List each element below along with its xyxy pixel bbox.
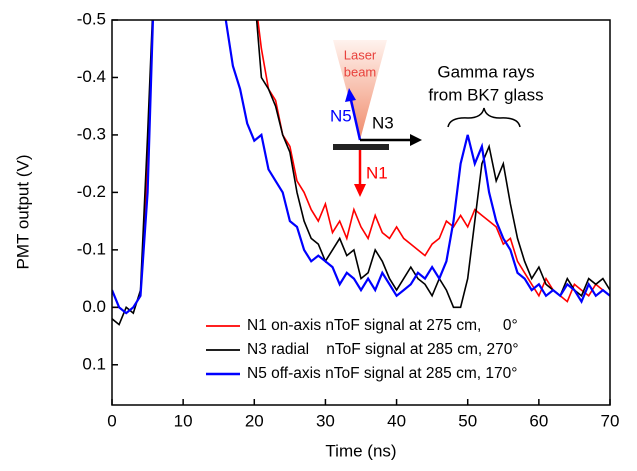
- n1-arrowhead: [354, 184, 366, 197]
- annotation: Gamma rays: [437, 62, 534, 81]
- y-tick-label: -0.2: [77, 182, 106, 201]
- y-tick-label: -0.5: [77, 9, 106, 28]
- y-axis-label: PMT output (V): [13, 155, 32, 270]
- annotation: beam: [344, 64, 377, 79]
- n5-arrow: [349, 99, 362, 141]
- y-tick-label: -0.1: [77, 239, 106, 258]
- laser-cone: [333, 40, 387, 140]
- x-tick-label: 0: [107, 411, 116, 430]
- target: [333, 144, 389, 150]
- x-tick-label: 60: [529, 411, 548, 430]
- x-tick-label: 20: [245, 411, 264, 430]
- x-tick-label: 70: [601, 411, 620, 430]
- annotation: Laser: [344, 47, 377, 62]
- series-line: [112, 20, 610, 315]
- plot-frame: [111, 19, 611, 406]
- brace: [447, 107, 521, 128]
- n5-arrowhead: [345, 88, 356, 102]
- legend-label: N3 radial nToF signal at 285 cm, 270°: [247, 341, 519, 358]
- n3-arrowhead: [410, 134, 422, 146]
- y-tick-label: 0.1: [82, 354, 106, 373]
- y-tick-label: -0.4: [77, 67, 106, 86]
- x-tick-label: 50: [458, 411, 477, 430]
- x-tick-label: 30: [316, 411, 335, 430]
- annotation: N5: [330, 106, 352, 125]
- legend-label: N5 off-axis nToF signal at 285 cm, 170°: [247, 365, 517, 382]
- y-tick-label: -0.3: [77, 124, 106, 143]
- legend-label: N1 on-axis nToF signal at 275 cm, 0°: [247, 317, 518, 334]
- series-line: [112, 20, 610, 326]
- x-tick-label: 10: [174, 411, 193, 430]
- y-tick-label: 0.0: [82, 297, 106, 316]
- x-tick-label: 40: [387, 411, 406, 430]
- plot-area: [112, 20, 610, 326]
- annotation: N3: [372, 113, 394, 132]
- x-axis-label: Time (ns): [325, 441, 396, 460]
- annotation: N1: [366, 163, 388, 182]
- annotation: from BK7 glass: [428, 85, 543, 104]
